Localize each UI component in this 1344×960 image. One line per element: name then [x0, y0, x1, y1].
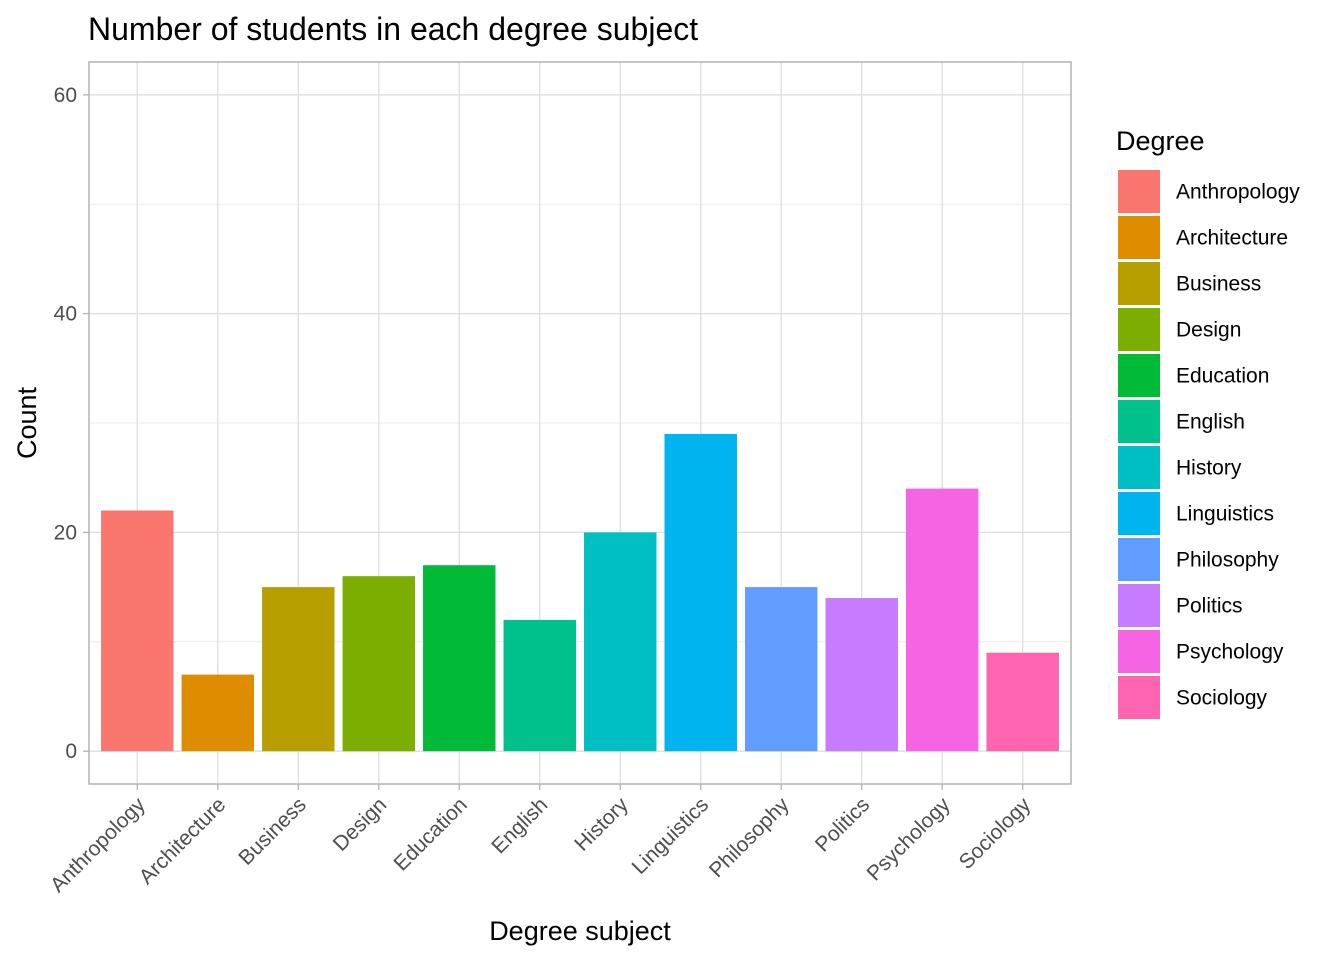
- x-axis-title: Degree subject: [489, 916, 671, 946]
- x-tick-label: Business: [234, 793, 311, 870]
- x-tick-label: Design: [329, 793, 391, 855]
- x-tick-label: Politics: [811, 793, 874, 856]
- x-tick-label: Education: [389, 793, 471, 875]
- x-tick-label: History: [570, 793, 633, 856]
- bar-politics: [825, 598, 898, 752]
- x-tick-label: English: [487, 793, 552, 858]
- legend-label: History: [1176, 457, 1242, 480]
- x-tick-label: Psychology: [863, 793, 956, 886]
- legend-label: Architecture: [1176, 227, 1288, 250]
- legend-label: English: [1176, 411, 1245, 434]
- y-tick-label: 20: [54, 521, 77, 544]
- y-axis-title: Count: [12, 386, 42, 459]
- y-tick-label: 0: [65, 740, 77, 763]
- legend-key-sociology: [1118, 676, 1160, 719]
- bar-business: [262, 587, 335, 752]
- bar-education: [423, 565, 496, 752]
- legend-label: Linguistics: [1176, 503, 1274, 526]
- legend-key-education: [1118, 354, 1160, 397]
- legend-key-english: [1118, 400, 1160, 443]
- legend-label: Design: [1176, 319, 1241, 342]
- y-axis-ticks: 0 20 40 60: [54, 84, 89, 763]
- bar-design: [342, 576, 415, 752]
- bar-linguistics: [664, 433, 737, 752]
- legend-label: Education: [1176, 365, 1269, 388]
- bar-history: [584, 532, 657, 752]
- legend-key-politics: [1118, 584, 1160, 627]
- x-tick-label: Sociology: [955, 793, 1036, 874]
- bar-english: [503, 619, 576, 752]
- legend-key-business: [1118, 262, 1160, 305]
- legend-key-history: [1118, 446, 1160, 489]
- bar-architecture: [181, 674, 255, 752]
- legend-label: Sociology: [1176, 687, 1268, 710]
- legend-key-linguistics: [1118, 492, 1160, 535]
- legend-key-architecture: [1118, 216, 1160, 259]
- plot-panel-border: [88, 61, 1072, 785]
- legend-key-psychology: [1118, 630, 1160, 673]
- bar-anthropology: [101, 510, 174, 752]
- x-tick-label: Philosophy: [705, 793, 794, 882]
- bars: [101, 433, 1059, 752]
- legend: Degree Anthropology Architecture Business D…: [1116, 126, 1300, 719]
- legend-key-philosophy: [1118, 538, 1160, 581]
- legend-label: Psychology: [1176, 641, 1284, 664]
- chart-title: Number of students in each degree subjec…: [88, 11, 698, 47]
- legend-items: Anthropology Architecture Business Design Ed…: [1118, 170, 1300, 719]
- y-tick-label: 60: [54, 84, 77, 107]
- y-tick-label: 40: [54, 303, 77, 326]
- legend-key-anthropology: [1118, 170, 1160, 213]
- legend-label: Philosophy: [1176, 549, 1279, 572]
- bar-philosophy: [745, 587, 818, 752]
- legend-key-design: [1118, 308, 1160, 351]
- x-tick-label: Linguistics: [628, 793, 714, 879]
- x-tick-label: Architecture: [135, 793, 230, 888]
- bar-sociology: [986, 652, 1059, 752]
- legend-label: Business: [1176, 273, 1261, 296]
- x-tick-label: Anthropology: [46, 793, 150, 897]
- legend-title: Degree: [1116, 126, 1205, 156]
- bar-psychology: [905, 488, 979, 752]
- legend-label: Politics: [1176, 595, 1243, 618]
- legend-label: Anthropology: [1176, 181, 1300, 204]
